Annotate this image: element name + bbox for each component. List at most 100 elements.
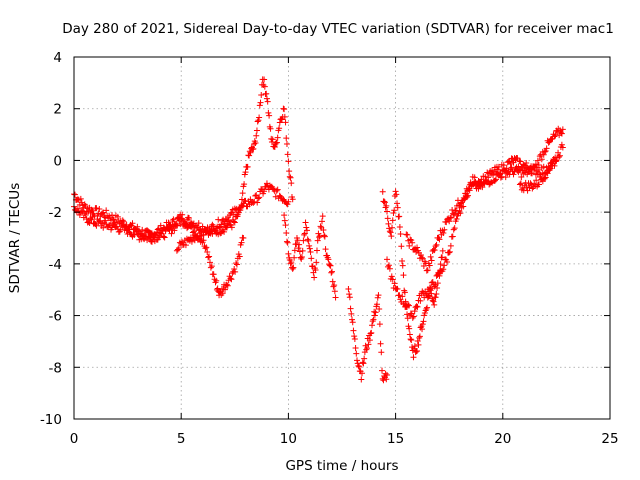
data-marker bbox=[93, 205, 100, 212]
data-marker bbox=[423, 267, 430, 274]
data-marker bbox=[435, 234, 442, 241]
data-marker bbox=[206, 229, 213, 236]
data-marker bbox=[200, 231, 207, 238]
data-marker bbox=[444, 258, 451, 265]
data-marker bbox=[349, 319, 356, 326]
data-marker bbox=[351, 333, 358, 340]
data-marker bbox=[287, 174, 294, 181]
data-marker bbox=[302, 219, 309, 226]
data-marker bbox=[385, 220, 392, 227]
data-marker bbox=[557, 127, 564, 134]
data-marker bbox=[102, 217, 109, 224]
data-marker bbox=[356, 363, 363, 370]
data-marker bbox=[540, 151, 547, 158]
data-marker bbox=[529, 170, 536, 177]
data-marker bbox=[331, 282, 338, 289]
data-marker bbox=[236, 253, 243, 260]
data-marker bbox=[219, 290, 226, 297]
data-marker bbox=[536, 153, 543, 160]
data-marker bbox=[301, 231, 308, 238]
data-marker bbox=[306, 242, 313, 249]
data-marker bbox=[535, 162, 542, 169]
data-marker bbox=[147, 234, 154, 241]
data-marker bbox=[396, 213, 403, 220]
data-marker bbox=[407, 336, 414, 343]
data-marker bbox=[281, 212, 288, 219]
data-marker bbox=[238, 196, 245, 203]
data-marker bbox=[233, 260, 240, 267]
data-marker bbox=[156, 233, 163, 240]
data-marker bbox=[492, 177, 499, 184]
data-marker bbox=[276, 125, 283, 132]
data-marker bbox=[148, 238, 155, 245]
data-marker bbox=[418, 254, 425, 261]
data-marker bbox=[294, 237, 301, 244]
data-marker bbox=[295, 245, 302, 252]
data-marker bbox=[330, 283, 337, 290]
data-marker bbox=[299, 247, 306, 254]
data-marker bbox=[326, 261, 333, 268]
data-marker bbox=[251, 198, 258, 205]
data-marker bbox=[246, 152, 253, 159]
data-marker bbox=[218, 221, 225, 228]
data-marker bbox=[553, 158, 560, 165]
data-marker bbox=[96, 217, 103, 224]
data-marker bbox=[541, 148, 548, 155]
data-marker bbox=[287, 260, 294, 267]
data-marker bbox=[267, 125, 274, 132]
data-marker bbox=[291, 247, 298, 254]
data-marker bbox=[284, 151, 291, 158]
data-marker bbox=[432, 281, 439, 288]
data-marker bbox=[316, 234, 323, 241]
data-marker bbox=[404, 311, 411, 318]
data-marker bbox=[252, 139, 259, 146]
data-marker bbox=[492, 176, 499, 183]
data-marker bbox=[209, 221, 216, 228]
x-tick-label: 0 bbox=[70, 431, 79, 447]
data-marker bbox=[398, 243, 405, 250]
data-marker bbox=[406, 325, 413, 332]
data-marker bbox=[446, 248, 453, 255]
y-tick-label: -4 bbox=[49, 257, 62, 273]
y-tick-label: -10 bbox=[40, 412, 62, 428]
chart-title: Day 280 of 2021, Sidereal Day-to-day VTE… bbox=[62, 21, 614, 37]
data-marker bbox=[316, 232, 323, 239]
data-marker bbox=[207, 230, 214, 237]
data-marker bbox=[273, 139, 280, 146]
data-marker bbox=[281, 106, 288, 113]
series-track-c bbox=[173, 180, 292, 254]
data-marker bbox=[283, 135, 290, 142]
data-marker bbox=[282, 222, 289, 229]
axis-ticks: 0 5 10 15 20 25 -10 -8 -6 -4 -2 0 2 4 bbox=[40, 50, 619, 447]
data-marker bbox=[202, 245, 209, 252]
plot-frame bbox=[73, 56, 611, 420]
data-marker bbox=[511, 168, 518, 175]
data-marker bbox=[449, 233, 456, 240]
data-marker bbox=[264, 98, 271, 105]
data-marker bbox=[329, 278, 336, 285]
data-marker bbox=[380, 377, 387, 384]
data-marker bbox=[232, 268, 239, 275]
data-marker bbox=[308, 255, 315, 262]
data-marker bbox=[420, 318, 427, 325]
data-marker bbox=[558, 141, 565, 148]
data-marker bbox=[223, 281, 230, 288]
data-marker bbox=[253, 132, 260, 139]
data-marker bbox=[254, 199, 261, 206]
data-marker bbox=[556, 154, 563, 161]
data-marker bbox=[393, 191, 400, 198]
data-marker bbox=[416, 334, 423, 341]
data-marker bbox=[296, 241, 303, 248]
data-marker bbox=[109, 220, 116, 227]
data-marker bbox=[376, 306, 383, 313]
data-marker bbox=[510, 159, 517, 166]
data-marker bbox=[391, 280, 398, 287]
data-marker bbox=[195, 220, 202, 227]
data-marker bbox=[451, 211, 458, 218]
data-marker bbox=[391, 207, 398, 214]
data-marker bbox=[426, 284, 433, 291]
y-tick-label: -2 bbox=[49, 205, 62, 221]
y-tick-label: 2 bbox=[53, 102, 62, 118]
data-marker bbox=[227, 275, 234, 282]
data-marker bbox=[101, 213, 108, 220]
